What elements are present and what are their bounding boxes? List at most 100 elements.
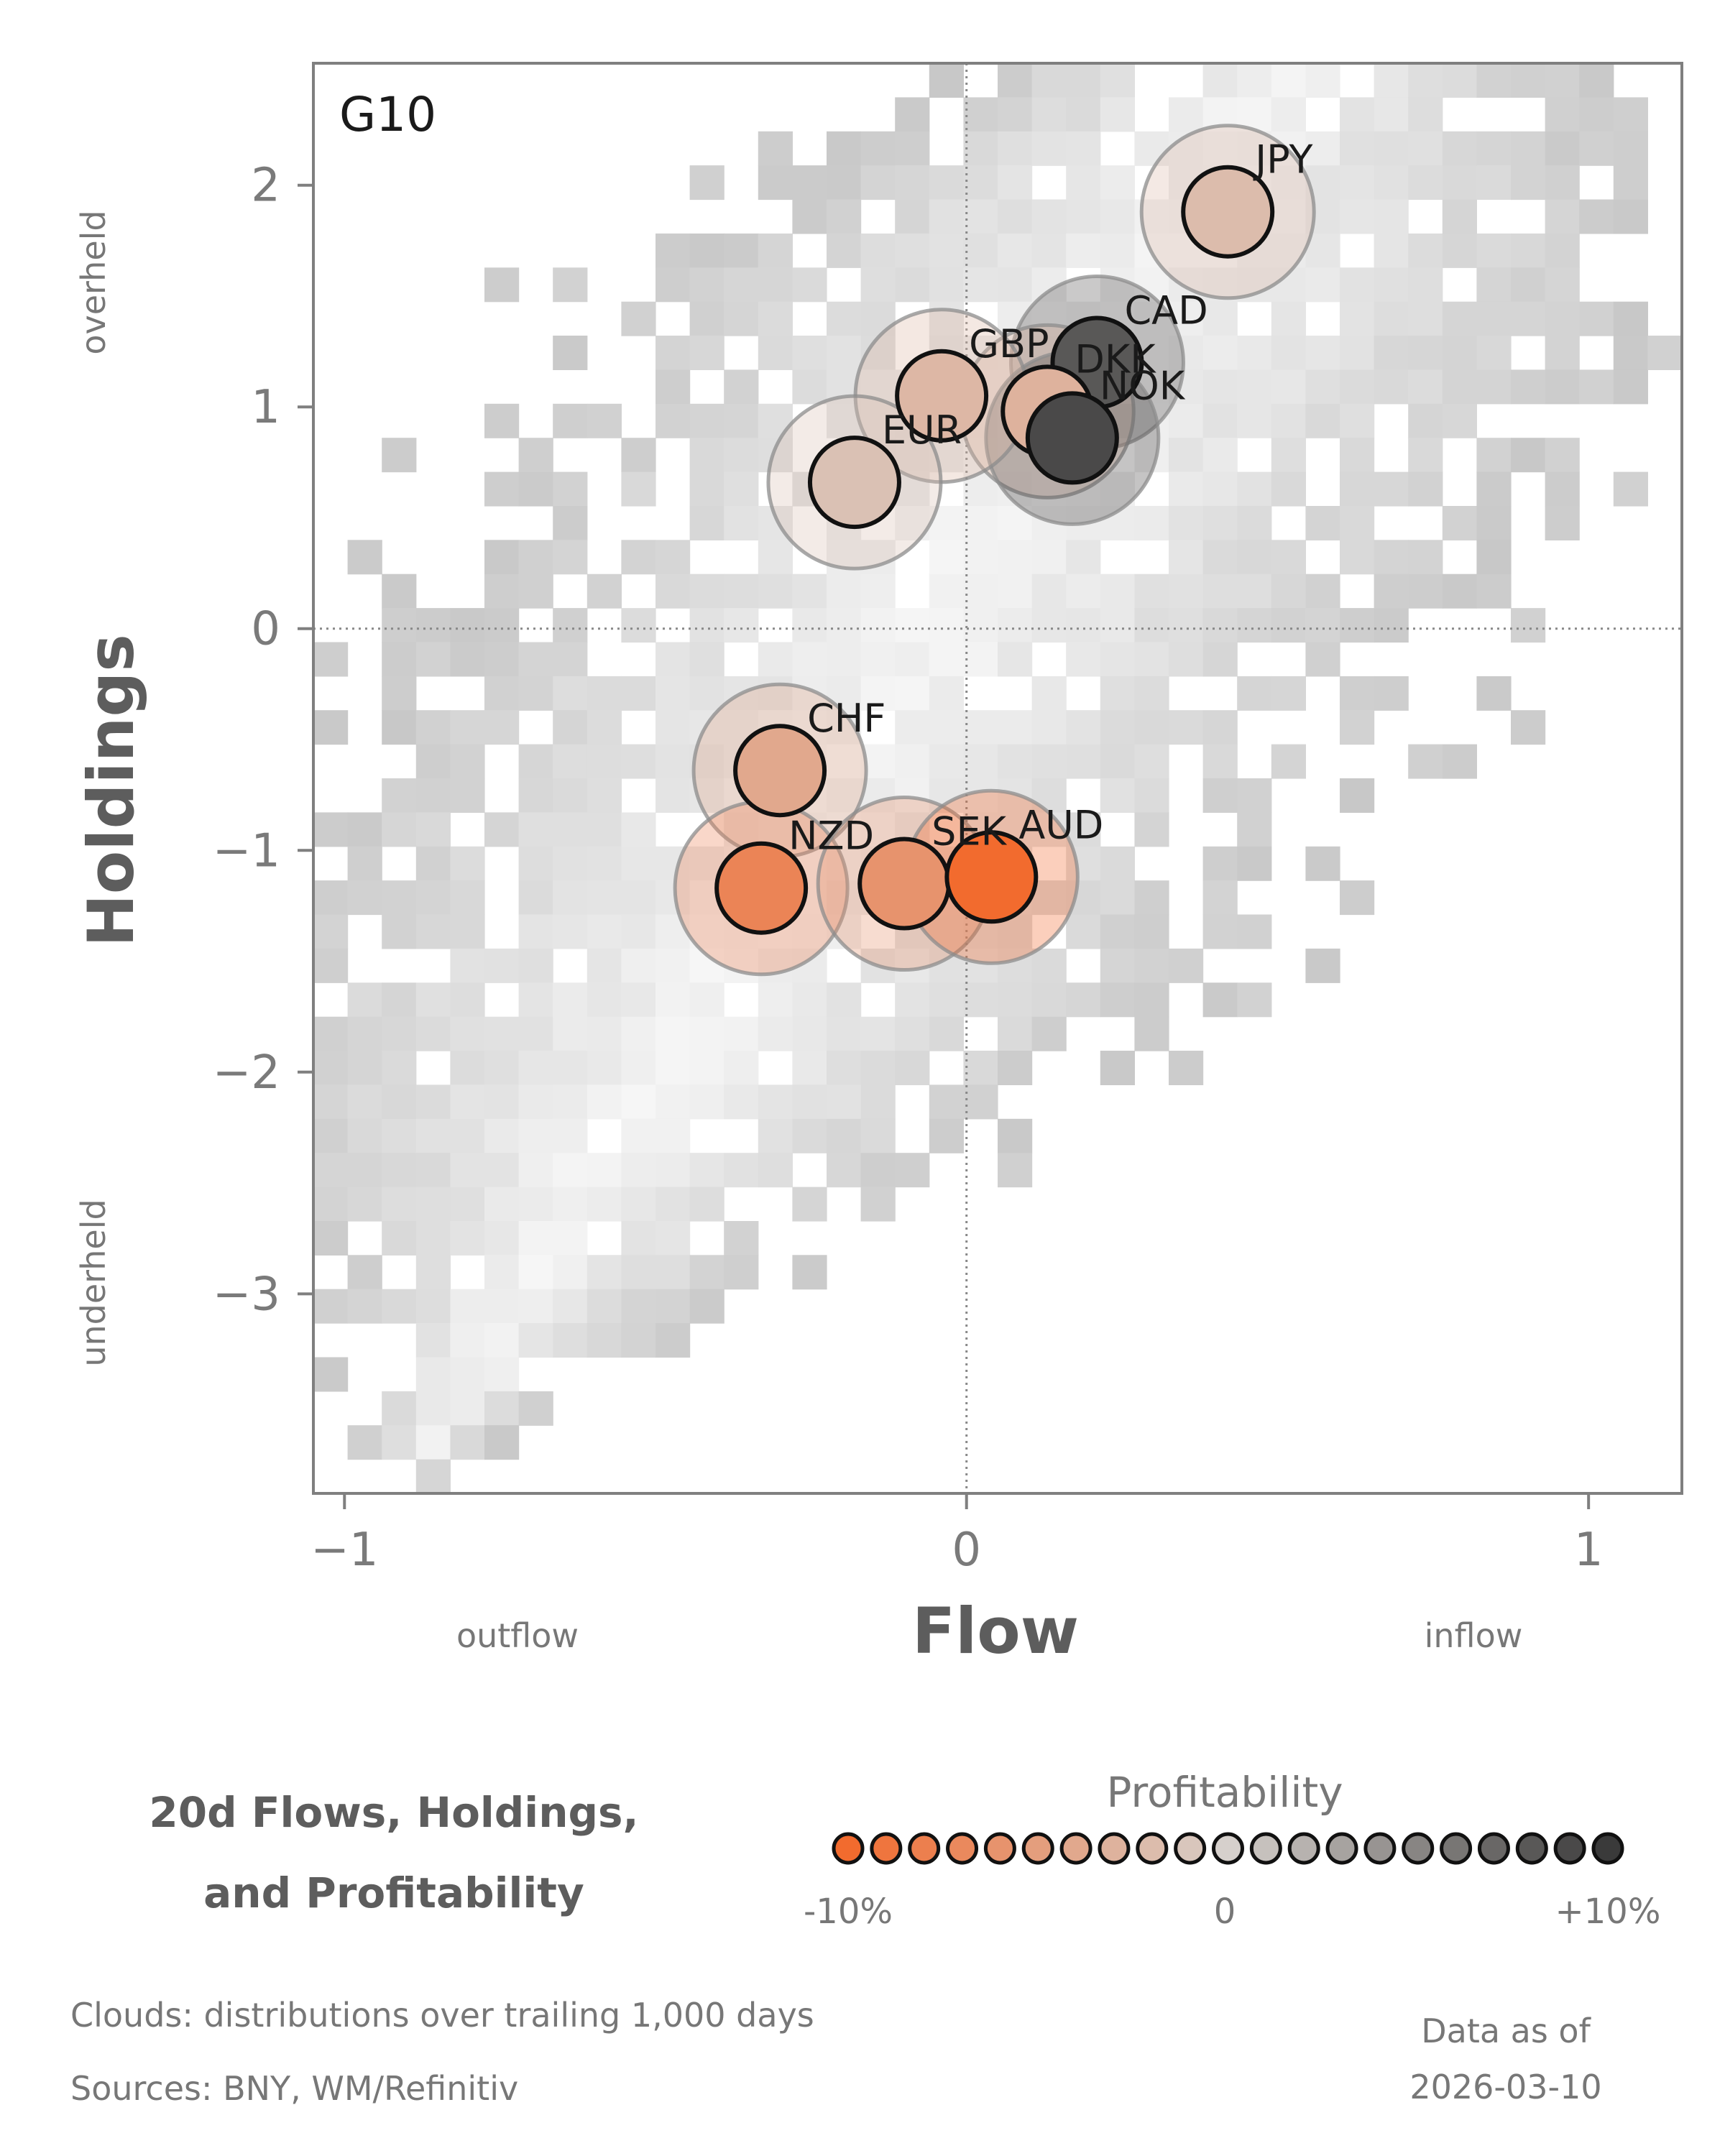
cloud-cell — [758, 1153, 793, 1188]
colorbar-swatch — [983, 1832, 1016, 1865]
cloud-cell — [895, 199, 930, 234]
cloud-cell — [621, 676, 656, 711]
cloud-cell — [586, 676, 622, 711]
y-axis-title: Holdings — [74, 634, 148, 946]
cloud-cell — [1613, 199, 1648, 234]
cloud-cell — [382, 778, 417, 813]
cloud-cell — [586, 1255, 622, 1290]
cloud-cell — [1408, 403, 1443, 438]
cloud-cell — [518, 778, 553, 813]
cloud-cell — [860, 608, 896, 643]
cloud-cell — [1202, 573, 1238, 609]
cloud-cell — [382, 1051, 417, 1085]
cloud-cell — [1202, 506, 1238, 540]
cloud-cell — [1408, 267, 1443, 303]
cloud-cell — [895, 97, 930, 132]
cloud-cell — [758, 812, 793, 847]
cloud-cell — [553, 1323, 588, 1358]
cloud-cell — [484, 1016, 520, 1051]
colorbar-swatch — [1249, 1832, 1282, 1865]
cloud-cell — [484, 1357, 520, 1392]
cloud-cell — [724, 506, 759, 540]
cloud-cell — [656, 1221, 691, 1256]
cloud-cell — [860, 267, 896, 303]
cloud-cell — [415, 642, 451, 677]
cloud-cell — [1340, 369, 1375, 405]
cloud-cell — [484, 1221, 520, 1256]
cloud-cell — [1442, 199, 1477, 234]
cloud-cell — [827, 301, 862, 336]
cloud-cell — [1271, 233, 1306, 268]
cloud-cell — [1340, 471, 1375, 507]
cloud-cell — [1237, 676, 1272, 711]
cloud-cell — [724, 1153, 759, 1188]
cloud-cell — [1202, 710, 1238, 745]
cloud-cell — [415, 1016, 451, 1051]
cloud-cell — [1100, 267, 1135, 303]
cloud-cell — [998, 1153, 1033, 1188]
cloud-cell — [518, 1118, 553, 1153]
cloud-cell — [1545, 438, 1580, 473]
point-nok — [1025, 391, 1119, 485]
distribution-cloud — [313, 63, 1683, 1494]
cloud-cell — [382, 880, 417, 916]
cloud-cell — [1305, 846, 1340, 881]
cloud-cell — [1031, 233, 1067, 268]
cloud-cell — [450, 1425, 485, 1460]
point-label-cad: CAD — [1124, 288, 1208, 333]
cloud-cell — [656, 403, 691, 438]
cloud-cell — [1100, 608, 1135, 643]
cloud-cell — [689, 1084, 724, 1120]
cloud-cell — [1374, 199, 1409, 234]
cloud-cell — [484, 1187, 520, 1222]
cloud-cell — [1408, 301, 1443, 336]
plot-frame — [312, 62, 1683, 1495]
cloud-cell — [621, 744, 656, 779]
cloud-cell — [1169, 540, 1204, 575]
cloud-cell — [1476, 165, 1512, 201]
cloud-cell — [586, 1051, 622, 1085]
cloud-cell — [1476, 573, 1512, 609]
cloud-cell — [1031, 948, 1067, 983]
cloud-cell — [1340, 710, 1375, 745]
cloud-cell — [553, 642, 588, 677]
cloud-cell — [553, 267, 588, 303]
data-points — [714, 165, 1275, 935]
footer-clouds-note: Clouds: distributions over trailing 1,00… — [70, 1996, 814, 2035]
cloud-cell — [553, 812, 588, 847]
cloud-cell — [1202, 982, 1238, 1018]
cloud-cell — [1202, 63, 1238, 98]
cloud-cell — [1340, 97, 1375, 132]
cloud-cell — [827, 233, 862, 268]
cloud-cell — [1237, 336, 1272, 370]
cloud-cell — [621, 1016, 656, 1051]
y-direction-high: overheld — [74, 210, 113, 354]
cloud-cell — [450, 1016, 485, 1051]
cloud-cell — [1613, 131, 1648, 166]
cloud-cell — [553, 1051, 588, 1085]
cloud-cell — [1579, 369, 1614, 405]
cloud-cell — [621, 948, 656, 983]
y-tick-label: 2 — [251, 160, 280, 213]
cloud-cell — [1202, 914, 1238, 949]
cloud-cell — [553, 1289, 588, 1324]
cloud-cell — [1031, 1016, 1067, 1051]
cloud-cell — [553, 1187, 588, 1222]
cloud-cell — [518, 1051, 553, 1085]
cloud-cell — [827, 608, 862, 643]
cloud-cell — [998, 642, 1033, 677]
cloud-cell — [724, 369, 759, 405]
reference-lines — [313, 63, 1682, 1493]
point-label-aud: AUD — [1018, 802, 1103, 847]
cloud-cell — [860, 1118, 896, 1153]
cloud-cell — [484, 573, 520, 609]
cloud-cell — [1545, 506, 1580, 540]
cloud-cell — [347, 846, 382, 881]
cloud-cell — [484, 1323, 520, 1358]
cloud-cell — [1169, 301, 1204, 336]
cloud-cell — [929, 233, 964, 268]
cloud-cell — [621, 914, 656, 949]
cloud-cell — [621, 1051, 656, 1085]
cloud-cell — [347, 1051, 382, 1085]
x-tick-label: 1 — [1574, 1524, 1604, 1577]
